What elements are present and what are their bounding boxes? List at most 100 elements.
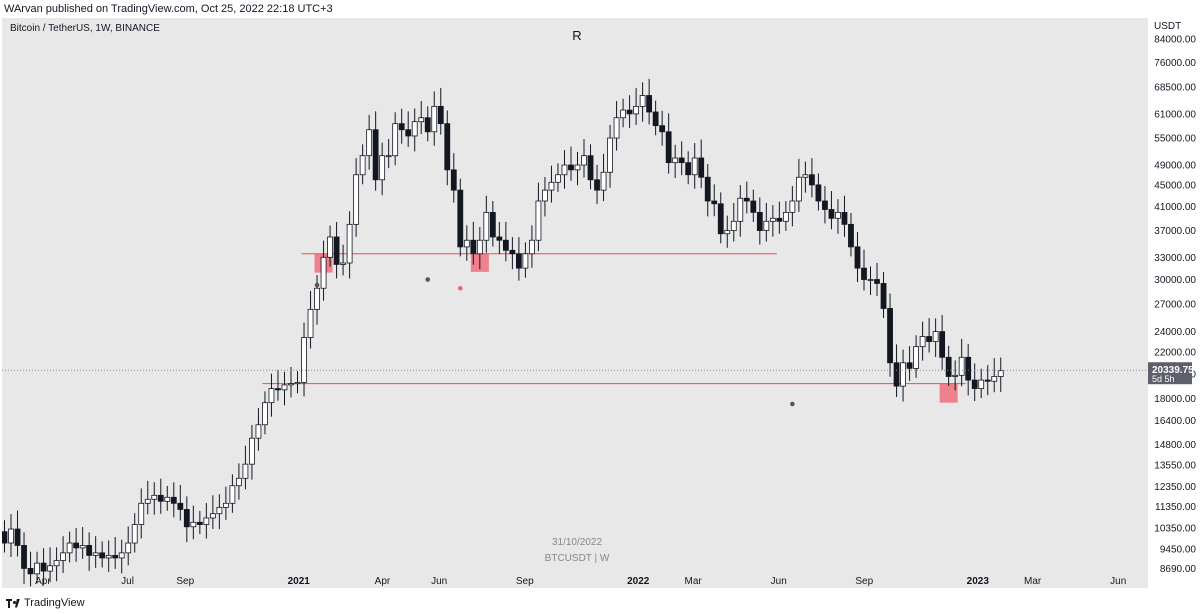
candle-23[interactable] — [151, 482, 158, 515]
candle-50[interactable] — [327, 225, 333, 267]
candle-126[interactable] — [822, 186, 828, 224]
candle-20[interactable] — [131, 513, 138, 553]
candle-99[interactable] — [646, 78, 653, 125]
candle-30[interactable] — [196, 510, 203, 535]
candle-38[interactable] — [249, 425, 255, 480]
candle-131[interactable] — [854, 231, 861, 283]
candle-76[interactable] — [496, 222, 503, 255]
candle-22[interactable] — [144, 480, 151, 515]
candle-119[interactable] — [776, 201, 783, 234]
candle-5[interactable] — [34, 551, 40, 584]
candle-16[interactable] — [105, 540, 112, 572]
candle-133[interactable] — [867, 266, 874, 295]
candle-128[interactable] — [835, 199, 841, 234]
candle-53[interactable] — [346, 211, 353, 279]
candle-152[interactable] — [991, 358, 998, 393]
candle-110[interactable] — [717, 192, 724, 244]
candle-106[interactable] — [691, 143, 698, 189]
candle-73[interactable] — [476, 227, 483, 270]
candle-134[interactable] — [874, 262, 880, 296]
candle-10[interactable] — [66, 531, 73, 563]
candle-149[interactable] — [971, 363, 978, 402]
candle-12[interactable] — [79, 527, 86, 559]
chart-plot-area[interactable]: R 31/10/2022 BTCUSDT | W Apr Jul Sep 2021 Apr Ju… — [2, 18, 1148, 588]
candle-84[interactable] — [548, 165, 555, 203]
candle-57[interactable] — [372, 111, 379, 191]
candle-118[interactable] — [769, 205, 776, 237]
candle-143[interactable] — [932, 318, 939, 357]
candle-105[interactable] — [685, 151, 692, 185]
candle-102[interactable] — [665, 113, 672, 174]
candle-58[interactable] — [379, 142, 386, 196]
candle-0[interactable] — [2, 520, 8, 553]
candle-113[interactable] — [737, 185, 744, 237]
candle-151[interactable] — [984, 365, 991, 396]
candle-123[interactable] — [802, 161, 809, 193]
candle-115[interactable] — [750, 189, 757, 222]
candle-63[interactable] — [411, 108, 418, 152]
candle-109[interactable] — [711, 184, 718, 217]
candle-78[interactable] — [509, 237, 516, 270]
candle-3[interactable] — [21, 532, 27, 584]
candle-37[interactable] — [242, 445, 249, 490]
candle-65[interactable] — [424, 106, 431, 142]
candle-87[interactable] — [568, 146, 574, 181]
candle-153[interactable] — [997, 357, 1004, 392]
candle-117[interactable] — [763, 202, 770, 242]
candle-41[interactable] — [268, 373, 275, 417]
candle-107[interactable] — [698, 139, 705, 189]
candle-98[interactable] — [639, 82, 646, 122]
candle-24[interactable] — [157, 478, 164, 514]
candle-136[interactable] — [887, 293, 893, 377]
candle-54[interactable] — [353, 158, 360, 237]
candle-122[interactable] — [795, 158, 802, 212]
candle-144[interactable] — [939, 314, 946, 370]
candle-101[interactable] — [659, 110, 666, 146]
candle-43[interactable] — [281, 371, 288, 406]
candle-129[interactable] — [841, 195, 848, 237]
candle-81[interactable] — [529, 225, 535, 268]
candle-111[interactable] — [724, 215, 731, 248]
candle-91[interactable] — [594, 164, 600, 205]
candle-75[interactable] — [489, 200, 496, 247]
candle-21[interactable] — [138, 488, 145, 539]
candle-137[interactable] — [893, 344, 900, 398]
candle-96[interactable] — [626, 95, 633, 128]
candle-135[interactable] — [880, 272, 887, 319]
candle-60[interactable] — [392, 112, 399, 166]
candle-141[interactable] — [919, 321, 926, 361]
candle-72[interactable] — [470, 221, 477, 265]
price-chart[interactable]: R 31/10/2022 BTCUSDT | W Apr Jul Sep 2021 Apr Ju… — [2, 18, 1148, 588]
candle-130[interactable] — [848, 212, 854, 257]
candle-89[interactable] — [581, 139, 587, 178]
candle-9[interactable] — [60, 536, 67, 573]
candle-27[interactable] — [177, 484, 184, 521]
candle-44[interactable] — [288, 367, 294, 398]
candle-97[interactable] — [633, 87, 640, 125]
candle-112[interactable] — [730, 202, 737, 242]
candle-35[interactable] — [229, 474, 236, 513]
candle-25[interactable] — [164, 485, 171, 511]
candle-19[interactable] — [125, 526, 132, 566]
candle-32[interactable] — [209, 495, 216, 529]
candle-8[interactable] — [53, 547, 60, 582]
candle-14[interactable] — [92, 536, 99, 568]
candle-66[interactable] — [431, 91, 438, 146]
candle-125[interactable] — [815, 173, 822, 211]
candle-2[interactable] — [14, 510, 21, 557]
candle-93[interactable] — [607, 124, 613, 188]
candle-142[interactable] — [926, 318, 933, 353]
candle-67[interactable] — [437, 87, 444, 135]
candle-51[interactable] — [333, 222, 340, 279]
candle-33[interactable] — [216, 494, 223, 530]
candle-18[interactable] — [118, 539, 125, 574]
candle-104[interactable] — [678, 141, 685, 176]
candle-42[interactable] — [275, 370, 281, 401]
candle-94[interactable] — [613, 101, 620, 151]
candle-13[interactable] — [86, 532, 93, 571]
candle-145[interactable] — [945, 345, 952, 387]
candle-17[interactable] — [112, 536, 119, 569]
candle-7[interactable] — [47, 547, 53, 583]
candle-49[interactable] — [320, 240, 327, 301]
candle-108[interactable] — [704, 164, 711, 217]
